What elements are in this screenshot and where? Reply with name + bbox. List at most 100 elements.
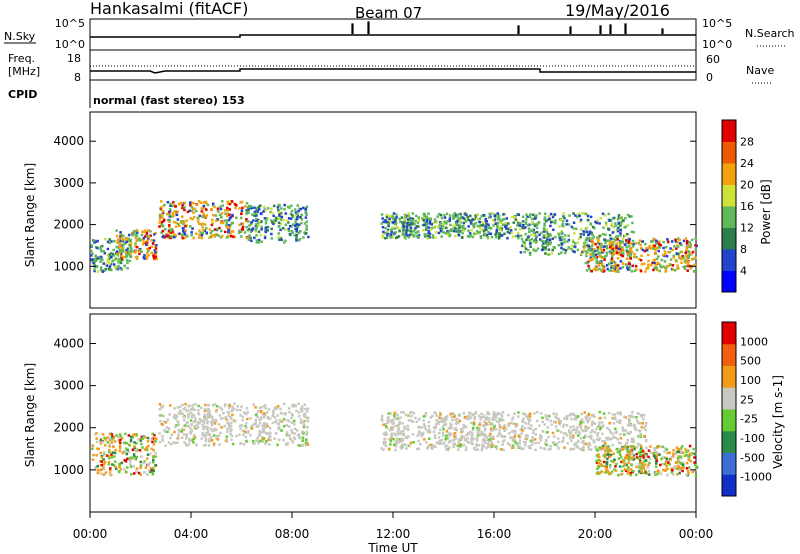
radar-cell <box>117 261 120 264</box>
radar-cell <box>546 253 549 256</box>
radar-cell <box>444 437 448 440</box>
radar-cell <box>448 233 452 237</box>
radar-cell <box>108 448 111 452</box>
radar-cell <box>573 250 576 254</box>
radar-cell <box>605 223 608 227</box>
radar-cell <box>441 227 444 231</box>
radar-cell <box>155 437 158 440</box>
radar-cell <box>134 457 138 460</box>
radar-cell <box>679 467 682 470</box>
radar-cell <box>119 240 122 244</box>
radar-cell <box>447 433 451 437</box>
radar-cell <box>459 219 462 222</box>
radar-cell <box>175 210 178 213</box>
radar-cell <box>604 442 607 445</box>
radar-cell <box>204 215 207 218</box>
radar-cell <box>410 414 413 418</box>
radar-cell <box>480 215 483 218</box>
radar-cell <box>470 228 473 232</box>
radar-cell <box>617 214 621 217</box>
radar-cell <box>532 223 536 226</box>
range-tick-label: 3000 <box>53 176 84 190</box>
radar-cell <box>276 405 280 408</box>
radar-cell <box>458 419 462 423</box>
radar-cell <box>280 429 283 432</box>
radar-cell <box>93 263 96 266</box>
radar-cell <box>631 239 635 243</box>
radar-cell <box>290 229 294 233</box>
radar-cell <box>619 455 623 459</box>
radar-cell <box>128 457 132 460</box>
radar-cell <box>676 465 680 469</box>
radar-cell <box>658 246 661 249</box>
radar-cell <box>394 448 397 452</box>
radar-cell <box>295 409 298 413</box>
radar-cell <box>694 244 697 247</box>
radar-cell <box>629 430 632 434</box>
radar-cell <box>626 445 629 449</box>
radar-cell <box>637 471 641 475</box>
radar-cell <box>584 212 588 216</box>
radar-cell <box>675 446 679 449</box>
radar-cell <box>152 239 156 242</box>
radar-cell <box>190 429 194 432</box>
radar-cell <box>108 469 112 472</box>
radar-cell <box>619 260 623 263</box>
radar-cell <box>110 453 113 456</box>
radar-cell <box>643 434 646 438</box>
radar-cell <box>244 422 248 425</box>
radar-cell <box>207 430 210 433</box>
radar-cell <box>304 443 308 447</box>
radar-cell <box>432 426 436 429</box>
radar-cell <box>625 441 629 445</box>
radar-cell <box>129 246 133 249</box>
radar-cell <box>619 412 622 416</box>
radar-cell <box>426 430 429 433</box>
radar-cell <box>638 257 641 261</box>
radar-cell <box>587 444 591 447</box>
radar-cell <box>394 227 397 230</box>
radar-cell <box>421 433 425 436</box>
radar-cell <box>438 224 441 227</box>
radar-cell <box>470 421 473 425</box>
radar-cell <box>101 440 105 444</box>
radar-cell <box>647 469 651 473</box>
radar-cell <box>642 454 645 458</box>
radar-cell <box>160 223 164 226</box>
radar-cell <box>594 256 597 260</box>
radar-cell <box>552 420 556 423</box>
radar-cell <box>596 472 600 475</box>
radar-cell <box>445 447 448 451</box>
radar-cell <box>481 443 484 446</box>
radar-cell <box>137 238 140 241</box>
radar-cell <box>402 225 406 228</box>
radar-cell <box>134 245 137 248</box>
radar-cell <box>452 217 455 220</box>
radar-cell <box>604 221 608 225</box>
radar-cell <box>692 447 695 451</box>
radar-cell <box>92 261 95 265</box>
radar-cell <box>284 223 288 227</box>
radar-cell <box>639 446 643 449</box>
radar-cell <box>440 417 444 420</box>
radar-cell <box>519 447 523 450</box>
radar-cell <box>152 449 155 452</box>
radar-cell <box>654 249 657 252</box>
radar-cell <box>127 434 131 437</box>
radar-cell <box>678 255 681 258</box>
radar-cell <box>118 433 122 436</box>
radar-cell <box>224 416 227 419</box>
radar-cell <box>538 212 541 215</box>
radar-cell <box>604 233 607 236</box>
radar-cell <box>166 234 169 237</box>
radar-cell <box>142 240 146 244</box>
radar-cell <box>169 204 172 208</box>
radar-cell <box>428 443 431 447</box>
radar-cell <box>238 433 241 437</box>
radar-cell <box>544 219 548 223</box>
radar-cell <box>487 439 491 443</box>
radar-cell <box>461 226 465 230</box>
radar-cell <box>619 242 622 246</box>
radar-cell <box>241 429 245 433</box>
radar-cell <box>381 225 385 229</box>
